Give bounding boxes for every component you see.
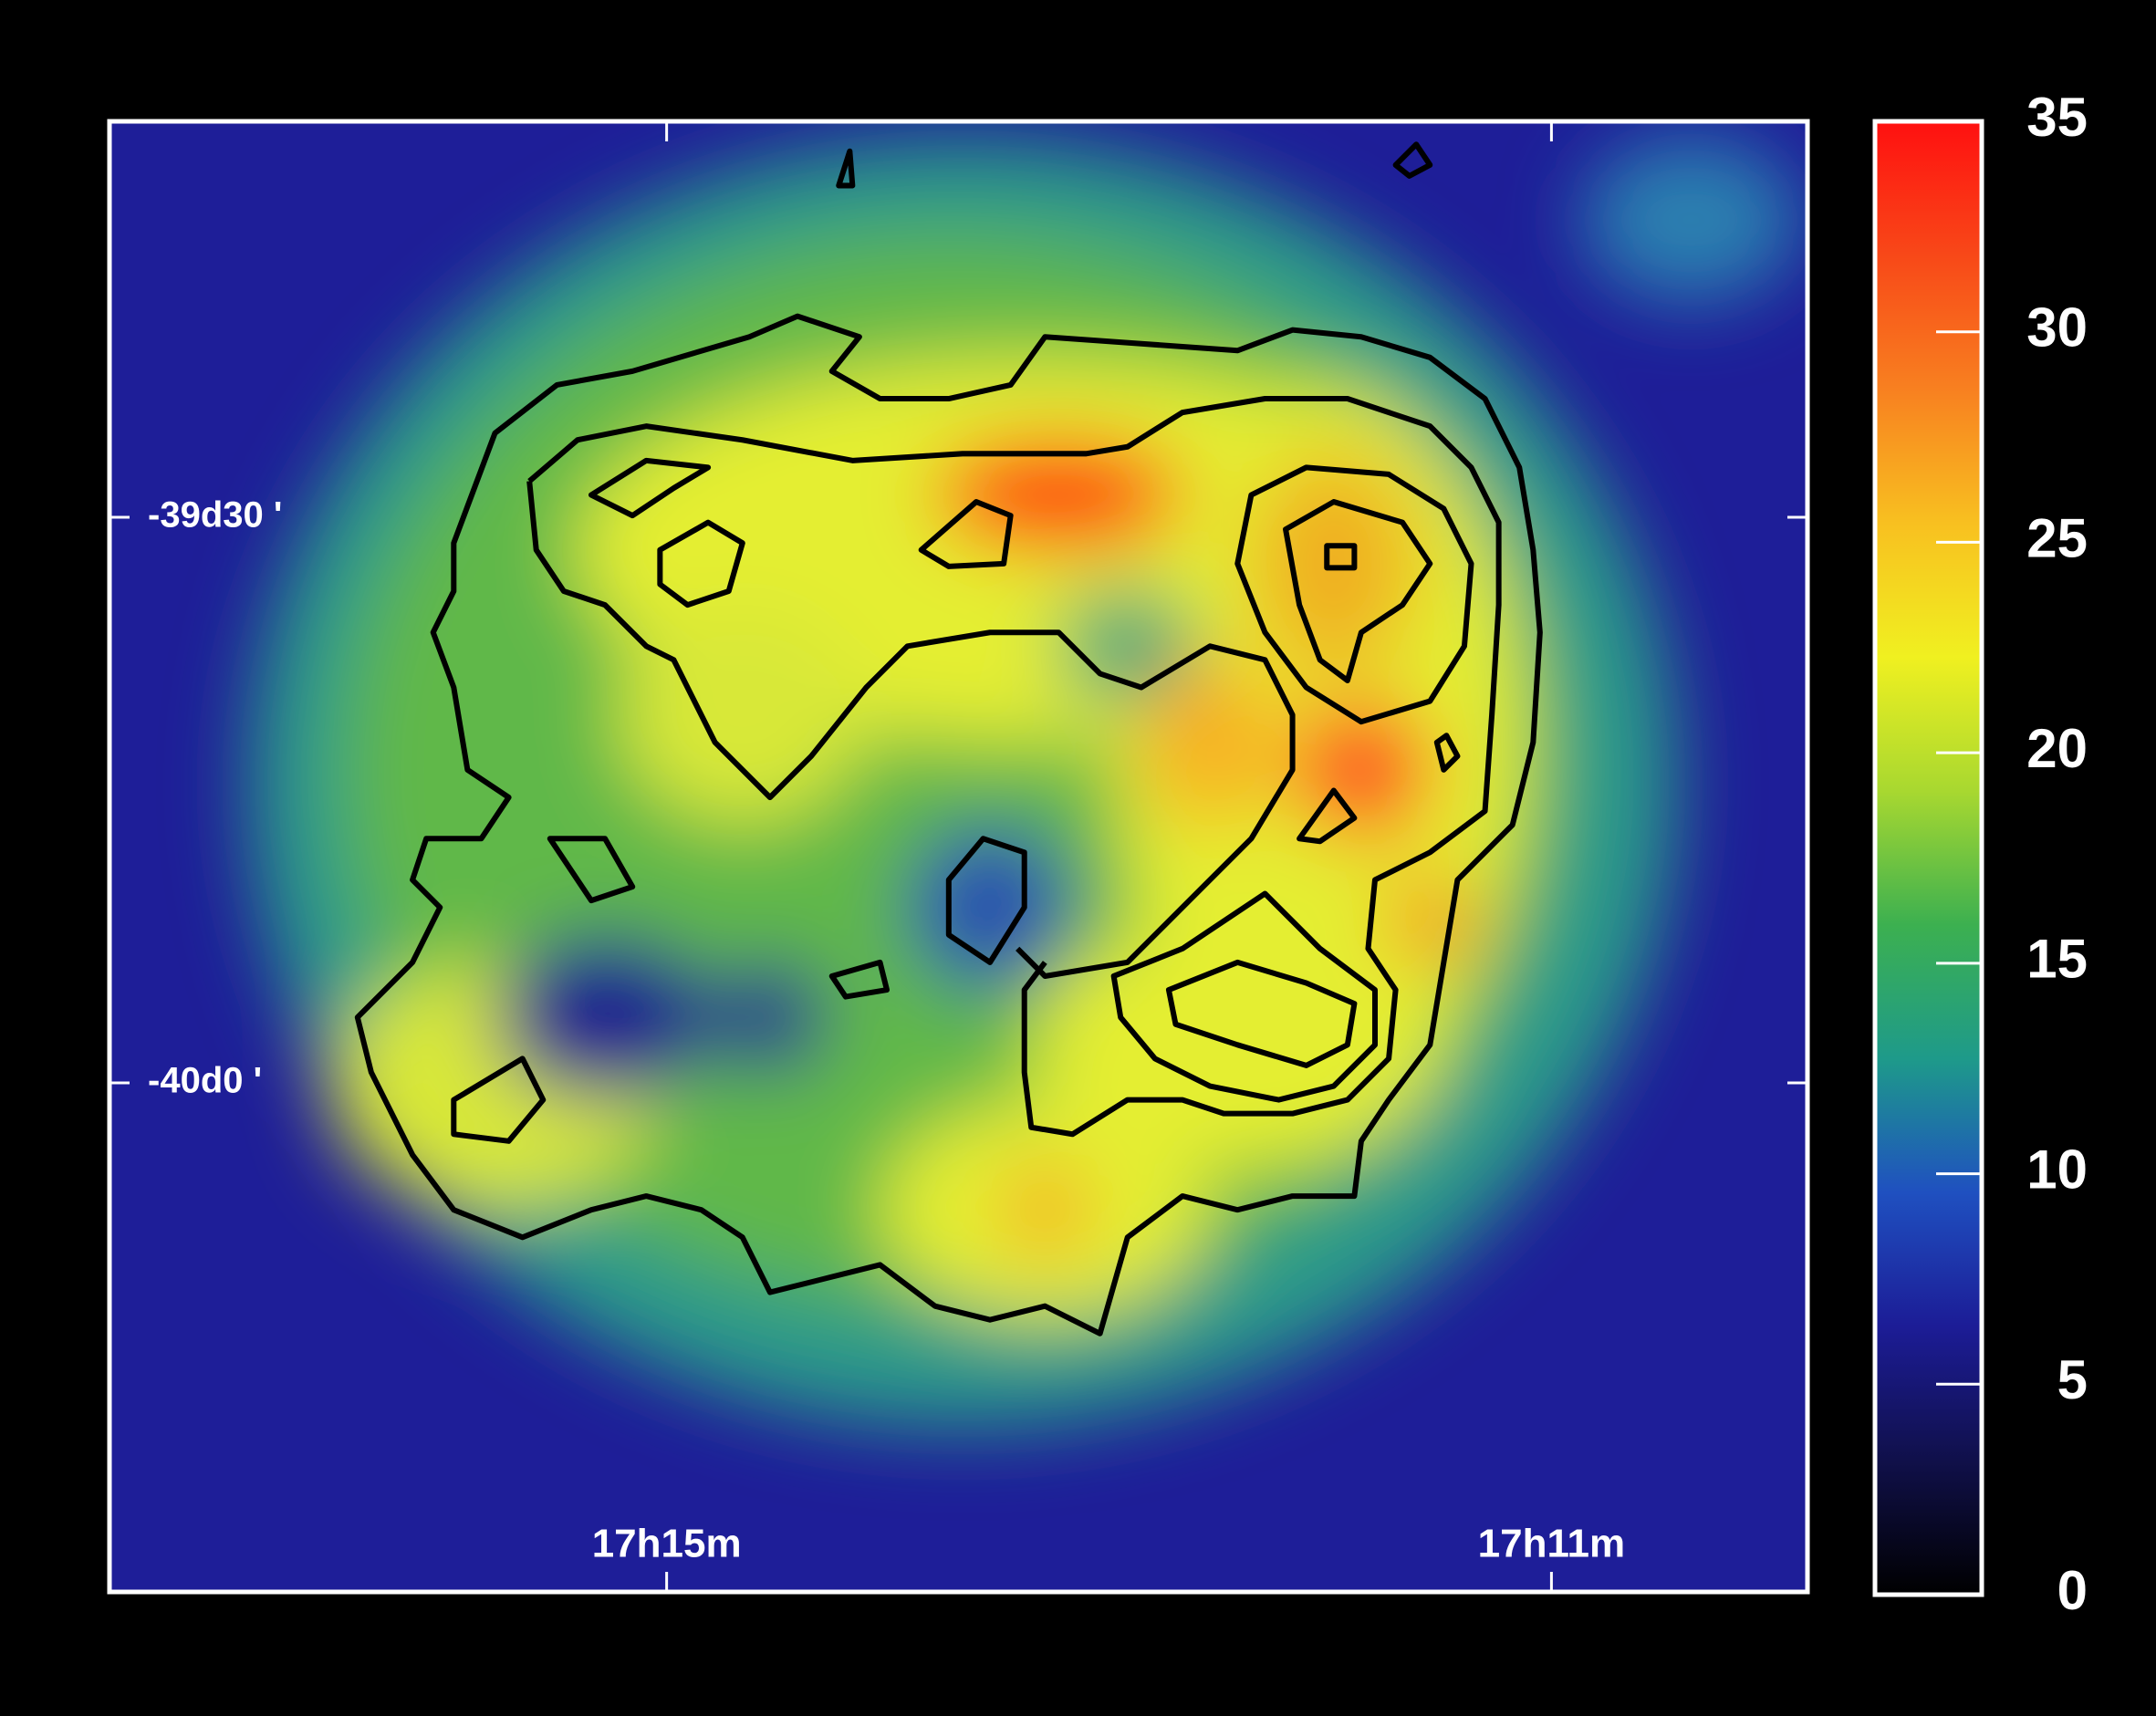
plot-frame: [107, 119, 1810, 1595]
colorbar: [1872, 119, 1984, 1597]
colorbar-tick-label: 35: [2026, 87, 2088, 148]
colorbar-tick-label: 5: [2057, 1349, 2088, 1410]
colorbar-tick-label: 10: [2026, 1139, 2088, 1200]
contours: [354, 141, 1543, 1336]
colorbar-tick-label: 25: [2026, 507, 2088, 568]
x-tick-label: 17h11m: [1478, 1522, 1625, 1566]
colorbar-tick-label: 20: [2026, 718, 2088, 779]
sky-map: [109, 121, 1807, 1592]
colorbar-tick-label: 30: [2026, 297, 2088, 359]
colorbar-tick-label: 0: [2057, 1560, 2088, 1621]
y-tick-label: -40d0 ': [148, 1061, 262, 1101]
y-tick-label: -39d30 ': [148, 495, 282, 536]
x-tick-label: 17h15m: [592, 1522, 742, 1566]
colorbar-tick-label: 15: [2026, 929, 2088, 990]
